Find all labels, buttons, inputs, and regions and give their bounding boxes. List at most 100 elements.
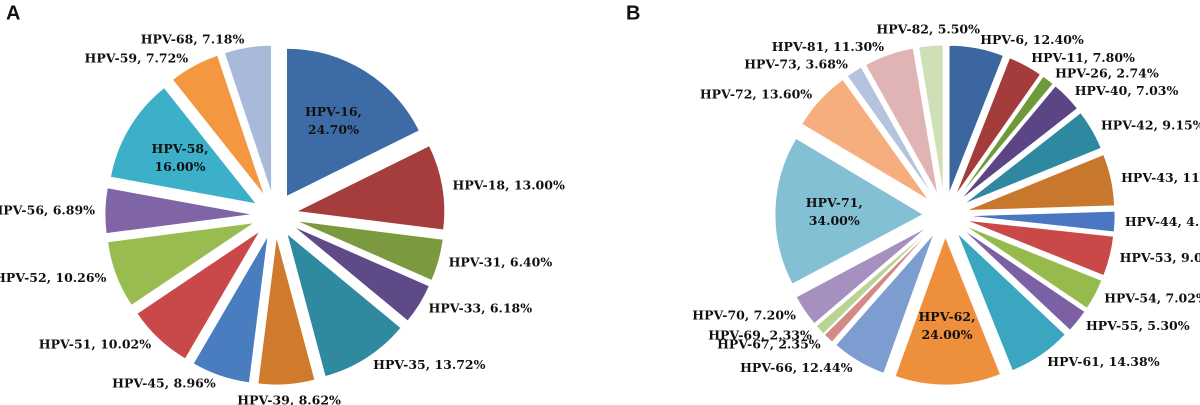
slice-label: HPV-33, 6.18%	[429, 300, 533, 315]
value-label: 16.00%	[154, 158, 205, 173]
category-label: HPV-73,	[744, 56, 805, 71]
slice-label: HPV-81, 11.30%	[772, 39, 884, 54]
pie-slice	[801, 79, 930, 201]
value-label: 7.72%	[146, 50, 188, 65]
value-label: 8.96%	[173, 375, 215, 390]
pie-slice	[957, 232, 1066, 372]
slice-label: HPV-82, 5.50%	[876, 21, 980, 36]
category-label: HPV-68,	[141, 31, 202, 46]
slice-label: HPV-45, 8.96%	[112, 375, 216, 390]
category-label: HPV-56,	[0, 202, 53, 217]
value-label: 24.00%	[921, 326, 972, 341]
value-label: 10.26%	[55, 269, 106, 284]
slice-label: HPV-71, 34.00%	[806, 195, 863, 228]
category-label: HPV-54,	[1104, 290, 1165, 305]
category-label: HPV-52,	[0, 269, 55, 284]
value-label: 3.68%	[806, 56, 848, 71]
category-label: HPV-61,	[1047, 354, 1108, 369]
slice-label: HPV-31, 6.40%	[449, 254, 553, 269]
category-label: HPV-70,	[692, 307, 753, 322]
slice-label: HPV-68, 7.18%	[141, 31, 245, 46]
value-label: 34.00%	[809, 213, 860, 228]
category-label: HPV-43,	[1121, 170, 1182, 185]
category-label: HPV-6,	[980, 32, 1033, 47]
pie-slice	[286, 47, 420, 197]
pie-slice	[815, 229, 930, 335]
pie-slice	[293, 226, 430, 322]
category-label: HPV-44,	[1125, 213, 1186, 228]
category-label: HPV-58,	[152, 140, 209, 155]
category-label: HPV-51,	[39, 336, 100, 351]
value-label: 5.30%	[1147, 318, 1189, 333]
pie-slice	[223, 44, 272, 194]
category-label: HPV-45,	[112, 375, 173, 390]
pie-slice	[795, 227, 928, 325]
pie-slice	[296, 220, 444, 281]
value-label: 7.02%	[1166, 290, 1200, 305]
panel-label: A	[6, 2, 20, 24]
category-label: HPV-66,	[740, 360, 801, 375]
value-label: 6.40%	[510, 254, 552, 269]
value-label: 6.89%	[53, 202, 95, 217]
panel-label: B	[626, 2, 640, 24]
value-label: 7.03%	[1136, 83, 1178, 98]
value-label: 9.15%	[1162, 117, 1200, 132]
value-label: 11.30%	[833, 39, 884, 54]
value-label: 7.18%	[202, 31, 244, 46]
pie-slice	[110, 87, 258, 205]
value-label: 14.38%	[1109, 354, 1160, 369]
category-label: HPV-55,	[1086, 318, 1147, 333]
slice-label: HPV-62, 24.00%	[918, 308, 975, 341]
category-label: HPV-11,	[1031, 50, 1092, 65]
slice-label: HPV-35, 13.72%	[373, 356, 485, 371]
slice-label: HPV-53, 9.03%	[1120, 250, 1200, 265]
slice-label: HPV-39, 8.62%	[237, 392, 341, 405]
value-label: 13.00%	[514, 177, 565, 192]
slice-label: HPV-16, 24.70%	[305, 103, 362, 136]
pie-slice	[295, 145, 446, 231]
slice-label: HPV-70, 7.20%	[692, 307, 796, 322]
slice-label: HPV-54, 7.02%	[1104, 290, 1200, 305]
slice-label: HPV-40, 7.03%	[1075, 83, 1179, 98]
category-label: HPV-62,	[918, 308, 975, 323]
category-label: HPV-31,	[449, 254, 510, 269]
value-label: 24.70%	[308, 121, 359, 136]
slice-label: HPV-44, 4.63%	[1125, 213, 1200, 228]
category-label: HPV-53,	[1120, 250, 1181, 265]
value-label: 12.40%	[1033, 32, 1084, 47]
category-label: HPV-39,	[237, 392, 298, 405]
category-label: HPV-33,	[429, 300, 490, 315]
slice-label: HPV-55, 5.30%	[1086, 318, 1190, 333]
pie-slice	[846, 66, 934, 197]
pie-slice	[963, 112, 1102, 205]
category-label: HPV-26,	[1055, 65, 1116, 80]
pie-slice	[960, 85, 1078, 200]
value-label: 2.35%	[778, 336, 820, 351]
category-label: HPV-42,	[1101, 117, 1162, 132]
slice-label: HPV-11, 7.80%	[1031, 50, 1135, 65]
slice-label: HPV-52, 10.26%	[0, 269, 107, 284]
value-label: 6.18%	[490, 300, 532, 315]
value-label: 5.50%	[938, 21, 980, 36]
slice-label: HPV-61, 14.38%	[1047, 354, 1159, 369]
category-label: HPV-71,	[806, 195, 863, 210]
pie-slice	[964, 224, 1103, 309]
value-label: 4.63%	[1186, 213, 1200, 228]
pie-slice	[286, 232, 402, 377]
pie-slice	[172, 54, 265, 196]
slice-label: HPV-42, 9.15%	[1101, 117, 1200, 132]
slice-label: HPV-72, 13.60%	[700, 86, 812, 101]
category-label: HPV-16,	[305, 103, 362, 118]
slice-label: HPV-18, 13.00%	[453, 177, 565, 192]
category-label: HPV-82,	[876, 21, 937, 36]
slice-label: HPV-73, 3.68%	[744, 56, 848, 71]
category-label: HPV-72,	[700, 86, 761, 101]
slice-label: HPV-58, 16.00%	[152, 140, 209, 173]
pie-slice	[955, 57, 1041, 196]
pie-slice	[948, 44, 1004, 194]
value-label: 2.33%	[770, 327, 812, 342]
pie-slice	[966, 210, 1116, 233]
slice-label: HPV-6, 12.40%	[980, 32, 1084, 47]
value-label: 12.44%	[801, 360, 852, 375]
